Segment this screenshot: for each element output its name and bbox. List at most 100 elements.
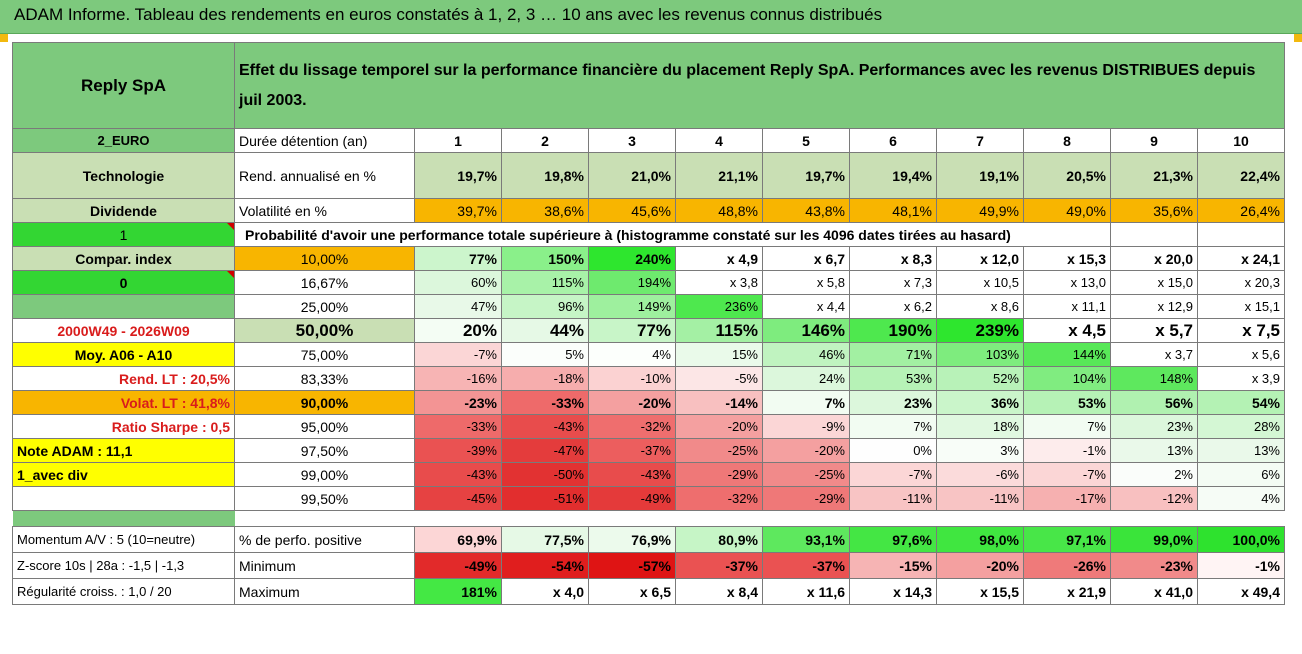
prob-cell: x 15,1 [1197,294,1285,319]
rend-label: Rend. annualisé en % [234,152,415,199]
left-info-11 [12,486,235,511]
rend-cell-8: 20,5% [1023,152,1111,199]
prob-cell: -7% [414,342,502,367]
max-cell: x 15,5 [936,578,1024,605]
prob-cell: -39% [414,438,502,463]
prob-row: Compar. index 10,00% 77% 150% 240% x 4,9 x 6,7… [12,246,1285,271]
pos-cell: 76,9% [588,526,676,553]
year-header-2: 2 [501,128,589,153]
left-info-6: Rend. LT : 20,5% [12,366,235,391]
prob-cell: -43% [501,414,589,439]
prob-cell: -18% [501,366,589,391]
min-cell: -15% [849,552,937,579]
min-cell: -23% [1110,552,1198,579]
pos-cell: 100,0% [1197,526,1285,553]
prob-row: 1_avec div 99,00% -43% -50% -43% -29% -25% -7% -… [12,462,1285,487]
prob-cell: 146% [762,318,850,343]
summary-row: Momentum A/V : 5 (10=neutre)% de perfo. … [12,526,1285,553]
prob-cell: -47% [501,438,589,463]
prob-cell: x 7,5 [1197,318,1285,343]
prob-cell: 13% [1110,438,1198,463]
prob-percentile: 50,00% [234,318,415,343]
prob-cell: 149% [588,294,676,319]
prob-cell: x 5,7 [1110,318,1198,343]
min-cell: -26% [1023,552,1111,579]
prob-cell: x 20,3 [1197,270,1285,295]
prob-cell: 46% [762,342,850,367]
rend-row: Technologie Rend. annualisé en % 19,7% 19… [12,152,1285,199]
prob-cell: 52% [936,366,1024,391]
prob-cell: 23% [1110,414,1198,439]
prob-cell: 15% [675,342,763,367]
prob-percentile: 16,67% [234,270,415,295]
vol-cell-3: 45,6% [588,198,676,223]
prob-cell: 190% [849,318,937,343]
prob-cell: 77% [414,246,502,271]
prob-cell: 4% [588,342,676,367]
year-header-10: 10 [1197,128,1285,153]
report-title: ADAM Informe. Tableau des rendements en … [0,0,1302,34]
pos-cell: 97,6% [849,526,937,553]
chart-title: Effet du lissage temporel sur la perform… [234,42,1285,129]
prob-cell: 115% [501,270,589,295]
rend-cell-10: 22,4% [1197,152,1285,199]
pos-cell: 97,1% [1023,526,1111,553]
summary-left-2: Z-score 10s | 28a : -1,5 | -1,3 [12,552,235,579]
prob-cell: 20% [414,318,502,343]
prob-cell: 36% [936,390,1024,415]
vol-cell-1: 39,7% [414,198,502,223]
min-cell: -49% [414,552,502,579]
vol-cell-2: 38,6% [501,198,589,223]
year-header-4: 4 [675,128,763,153]
min-cell: -57% [588,552,676,579]
prob-cell: 5% [501,342,589,367]
pos-cell: 99,0% [1110,526,1198,553]
prob-cell: x 11,1 [1023,294,1111,319]
year-header-6: 6 [849,128,937,153]
max-cell: x 8,4 [675,578,763,605]
prob-cell: -7% [1023,462,1111,487]
sector-label: Technologie [12,152,235,199]
vol-row: Dividende Volatilité en % 39,7% 38,6% 45,6… [12,198,1285,223]
left-info-10: 1_avec div [12,462,235,487]
one-value: 1 [12,222,235,247]
prob-cell: 56% [1110,390,1198,415]
prob-row: Rend. LT : 20,5% 83,33% -16% -18% -10% -5% 24%… [12,366,1285,391]
max-cell: x 11,6 [762,578,850,605]
prob-cell: x 6,2 [849,294,937,319]
pos-cell: 93,1% [762,526,850,553]
prob-cell: 24% [762,366,850,391]
prob-cell: 3% [936,438,1024,463]
duree-label: Durée détention (an) [234,128,415,153]
prob-row: 99,50% -45% -51% -49% -32% -29% -11% -11% -17% -1… [12,486,1285,511]
prob-percentile: 95,00% [234,414,415,439]
prob-cell: x 10,5 [936,270,1024,295]
prob-cell: -33% [501,390,589,415]
year-header-8: 8 [1023,128,1111,153]
prob-cell: 0% [849,438,937,463]
prob-cell: x 15,0 [1110,270,1198,295]
prob-cell: -37% [588,438,676,463]
vol-cell-6: 48,1% [849,198,937,223]
prob-cell: -25% [675,438,763,463]
vol-cell-5: 43,8% [762,198,850,223]
prob-cell: x 15,3 [1023,246,1111,271]
prob-cell: -33% [414,414,502,439]
vol-cell-9: 35,6% [1110,198,1198,223]
prob-cell: 194% [588,270,676,295]
prob-cell: 7% [762,390,850,415]
prob-percentile: 83,33% [234,366,415,391]
pos-cell: 98,0% [936,526,1024,553]
prob-cell: 28% [1197,414,1285,439]
prob-cell: -16% [414,366,502,391]
prob-cell: 104% [1023,366,1111,391]
prob-cell: 239% [936,318,1024,343]
rend-cell-4: 21,1% [675,152,763,199]
prob-cell: -32% [675,486,763,511]
rend-cell-9: 21,3% [1110,152,1198,199]
prob-cell: x 3,7 [1110,342,1198,367]
prob-percentile: 97,50% [234,438,415,463]
year-header-5: 5 [762,128,850,153]
prob-cell: -20% [675,414,763,439]
prob-label: Probabilité d'avoir une performance tota… [234,222,1111,247]
